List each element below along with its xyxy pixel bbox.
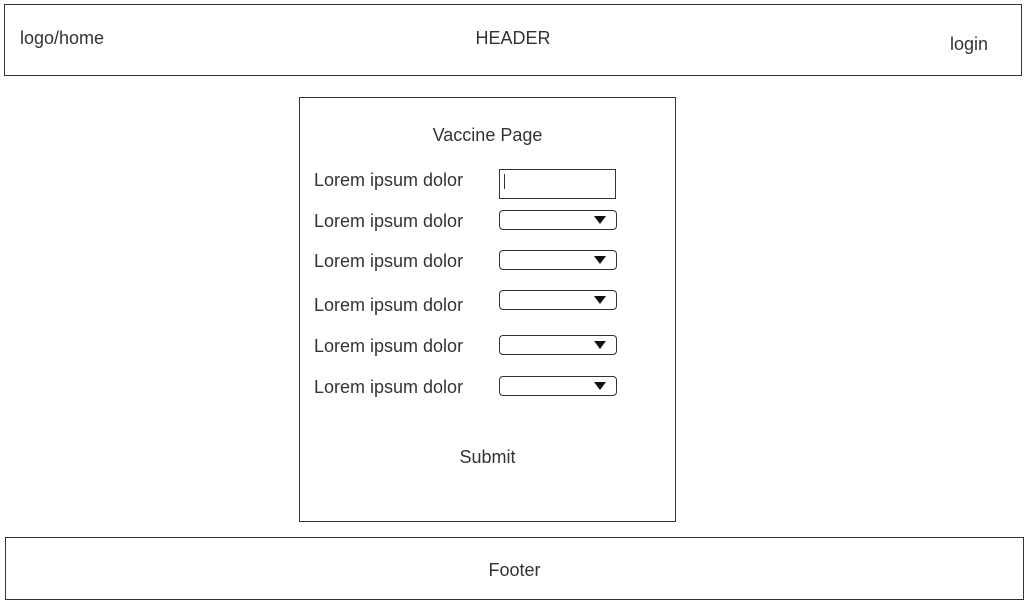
footer-label: Footer [488,560,541,580]
field-label-2: Lorem ipsum dolor [314,211,464,231]
field-label-4: Lorem ipsum dolor [314,295,464,315]
select-field-2[interactable] [499,210,617,230]
chevron-down-icon [594,296,606,304]
field-label-3: Lorem ipsum dolor [314,251,464,271]
select-field-5[interactable] [499,335,617,355]
field-label-1: Lorem ipsum dolor [314,170,464,190]
logo-home-link[interactable]: logo/home [20,28,105,48]
header: logo/home HEADER login [4,4,1022,76]
login-link[interactable]: login [950,34,989,54]
chevron-down-icon [594,216,606,224]
footer: Footer [5,537,1024,600]
text-caret [504,174,505,189]
select-field-3[interactable] [499,250,617,270]
field-label-5: Lorem ipsum dolor [314,336,464,356]
submit-button[interactable]: Submit [459,447,516,467]
chevron-down-icon [594,382,606,390]
chevron-down-icon [594,256,606,264]
select-field-4[interactable] [499,290,617,310]
form-title: Vaccine Page [432,125,543,145]
vaccine-form: Vaccine Page Lorem ipsum dolor Lorem ips… [299,97,676,522]
text-field-1[interactable] [499,169,616,199]
select-field-6[interactable] [499,376,617,396]
chevron-down-icon [594,341,606,349]
field-label-6: Lorem ipsum dolor [314,377,464,397]
header-title: HEADER [475,28,551,48]
